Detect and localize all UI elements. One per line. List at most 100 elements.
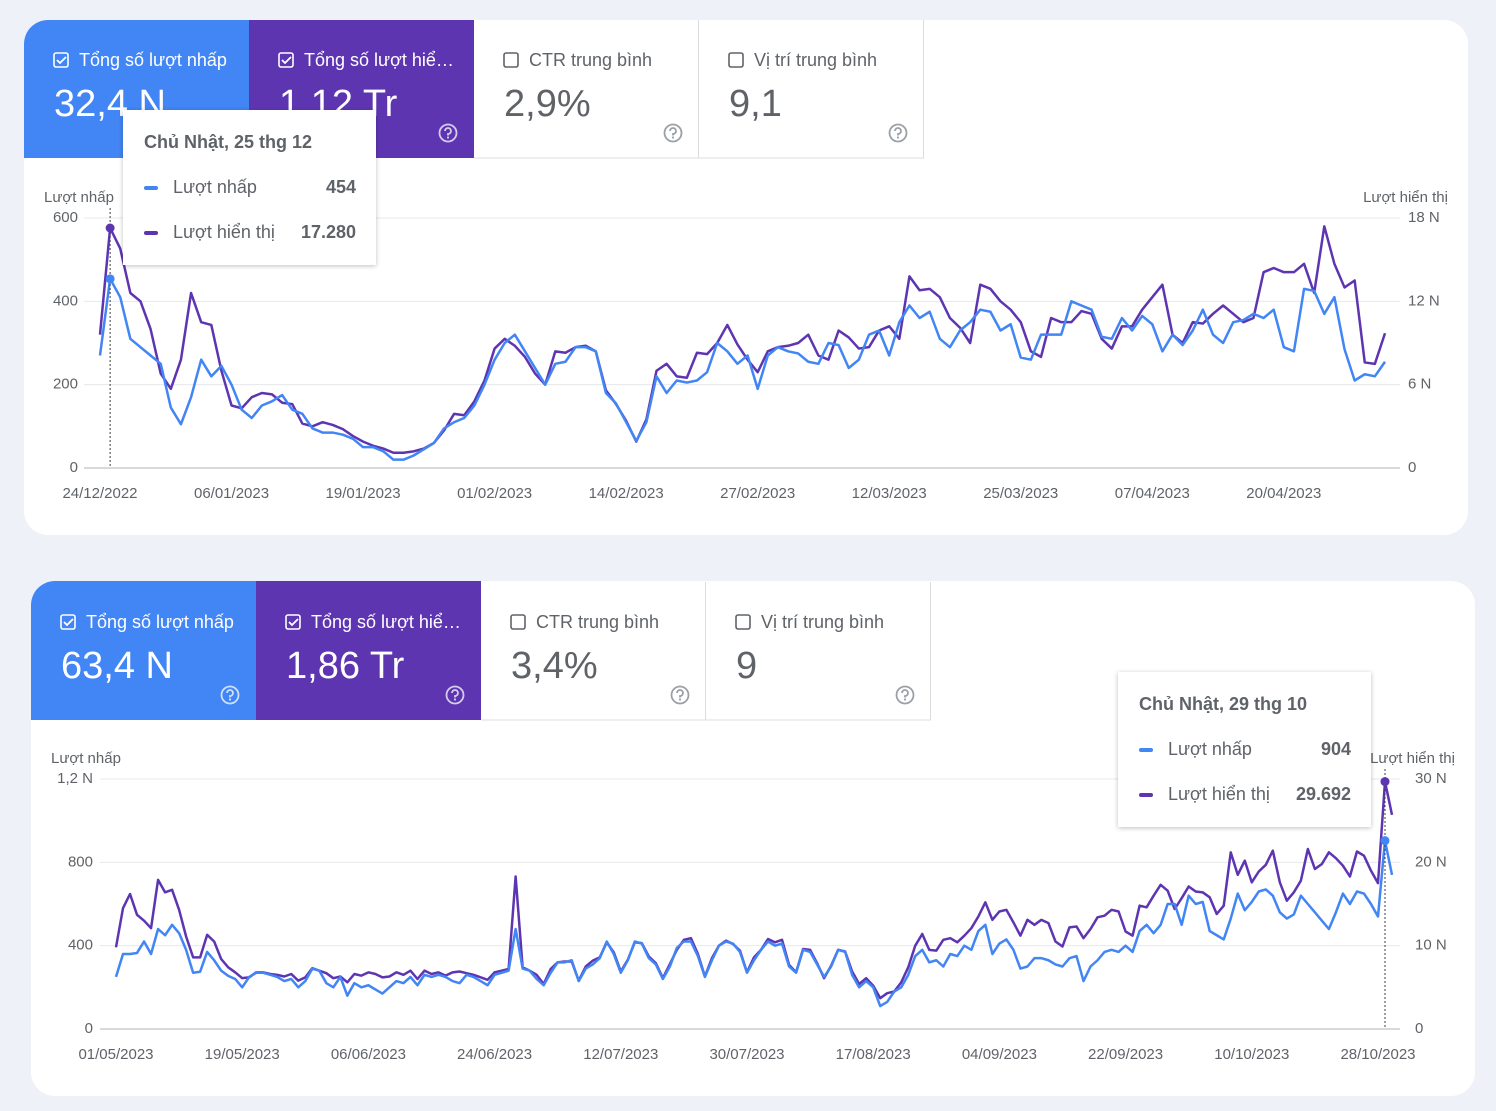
y-tick-label: 600 [53,209,78,226]
y2-tick-label: 10 N [1415,937,1447,954]
series-line [114,780,1394,1000]
help-icon [895,685,915,705]
x-tick-label: 12/03/2023 [852,485,927,502]
x-tick-label: 19/01/2023 [326,485,401,502]
x-tick-label: 06/06/2023 [331,1046,406,1063]
help-icon [220,685,240,705]
x-tick-label: 01/05/2023 [78,1046,153,1063]
checkbox [728,52,744,68]
x-tick-label: 19/05/2023 [205,1046,280,1063]
x-tick-label: 06/01/2023 [194,485,269,502]
x-tick-label: 20/04/2023 [1246,485,1321,502]
axis-title: Lượt nhấp [51,750,121,767]
checkmark [281,56,292,65]
y2-tick-label: 12 N [1408,292,1440,309]
checkbox [278,52,294,68]
card-background [706,581,931,720]
tooltip-series-name: Lượt nhấp [173,177,257,197]
hover-point [105,274,115,284]
checkmark [56,56,67,65]
metric-card[interactable]: CTR trung bình 2,9% [474,18,699,159]
series-line [98,225,1387,454]
checkmark [63,618,74,627]
checkbox [735,614,751,630]
checkbox [60,614,76,630]
hover-point [1380,836,1390,846]
x-tick-label: 14/02/2023 [589,485,664,502]
card-background [31,581,256,720]
x-tick-label: 22/09/2023 [1088,1046,1163,1063]
help-icon [445,685,465,705]
help-icon [896,136,900,139]
x-tick-label: 24/06/2023 [457,1046,532,1063]
y-tick-label: 0 [85,1020,93,1037]
tooltip-box [1118,672,1371,827]
checkbox [285,614,301,630]
metric-label: Tổng số lượt nhấp [79,50,227,70]
x-tick-label: 04/09/2023 [962,1046,1037,1063]
y-tick-label: 800 [68,853,93,870]
x-tick-label: 17/08/2023 [836,1046,911,1063]
x-tick-label: 01/02/2023 [457,485,532,502]
help-icon [446,136,450,139]
metric-card[interactable]: CTR trung bình 3,4% [481,580,706,721]
axis-title: Lượt nhấp [44,189,114,206]
y2-tick-label: 0 [1415,1020,1423,1037]
y-tick-label: 1,2 N [57,770,93,787]
tooltip-value: 454 [326,177,356,197]
axis-title: Lượt hiển thị [1370,750,1455,767]
tooltip-value: 29.692 [1296,784,1351,804]
checkbox [53,52,69,68]
tooltip-value: 904 [1321,739,1351,759]
y2-tick-label: 20 N [1415,853,1447,870]
x-tick-label: 24/12/2022 [62,485,137,502]
x-tick-label: 07/04/2023 [1115,485,1190,502]
hover-point [105,223,115,233]
tooltip-series-name: Lượt hiển thị [1168,784,1270,804]
metric-card[interactable]: Tổng số lượt nhấp 63,4 N [31,580,256,720]
metric-cards: Tổng số lượt nhấp 63,4 N Tổng số lượt hiể…… [31,580,931,721]
tooltip-title: Chủ Nhật, 29 thg 10 [1139,694,1307,714]
help-icon [228,698,232,701]
help-icon [671,136,675,139]
metric-card[interactable]: Vị trí trung bình 9,1 [699,18,924,159]
metric-label: CTR trung bình [529,50,652,70]
tooltip-box [123,110,376,265]
x-tick-label: 28/10/2023 [1340,1046,1415,1063]
help-icon [901,689,909,698]
x-tick-label: 25/03/2023 [983,485,1058,502]
tooltip-title: Chủ Nhật, 25 thg 12 [144,132,312,152]
help-icon [888,123,908,143]
help-icon [453,698,457,701]
help-icon [669,127,677,136]
hover-point [1380,777,1390,787]
metric-value: 63,4 N [61,645,173,687]
checkbox [510,614,526,630]
y-tick-label: 400 [68,937,93,954]
help-icon [663,123,683,143]
metric-label: Tổng số lượt hiể… [311,612,461,632]
axis-title: Lượt hiển thị [1363,189,1448,206]
help-icon [678,698,682,701]
card-background [481,581,706,720]
y2-tick-label: 18 N [1408,209,1440,226]
metric-card[interactable]: Tổng số lượt hiể… 1,86 Tr [256,580,481,720]
help-icon [444,127,452,136]
metric-value: 1,86 Tr [286,645,405,687]
x-tick-label: 27/02/2023 [720,485,795,502]
y2-tick-label: 30 N [1415,770,1447,787]
tooltip-series-name: Lượt hiển thị [173,222,275,242]
metric-label: Tổng số lượt nhấp [86,612,234,632]
card-background [474,20,699,158]
tooltip-series-name: Lượt nhấp [1168,739,1252,759]
y-tick-label: 200 [53,376,78,393]
metric-value: 2,9% [504,83,591,125]
card-background [699,20,924,158]
help-icon [226,689,234,698]
y-tick-label: 400 [53,292,78,309]
y-tick-label: 0 [70,459,78,476]
y2-tick-label: 6 N [1408,376,1431,393]
metric-label: Tổng số lượt hiể… [304,50,454,70]
